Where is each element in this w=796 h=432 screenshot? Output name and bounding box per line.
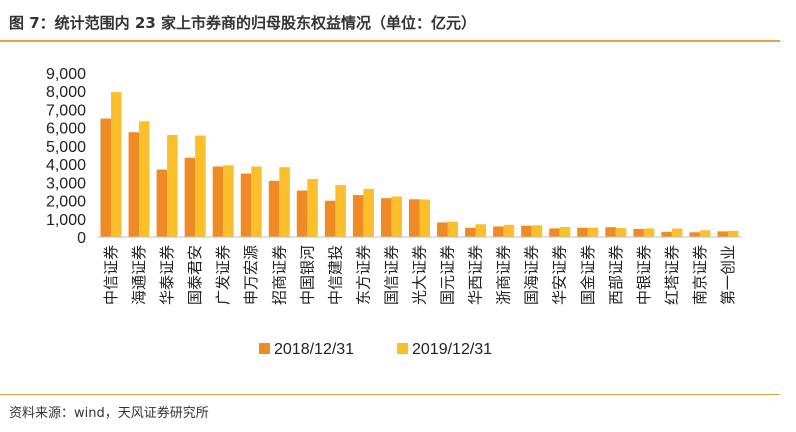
category-label: 中信证券 — [102, 245, 120, 305]
bar-2019-12-31-15 — [531, 225, 543, 237]
bar-2018-12-31-21 — [689, 232, 700, 237]
category-label: 中银证券 — [635, 245, 653, 305]
bar-2018-12-31-3 — [184, 157, 196, 237]
bar-2019-12-31-6 — [279, 167, 290, 237]
category-label: 浙商证券 — [495, 245, 513, 305]
category-label: 国泰君安 — [186, 245, 204, 305]
bar-2018-12-31-14 — [493, 226, 504, 237]
category-label: 国元证券 — [439, 245, 457, 305]
bar-2018-12-31-9 — [352, 195, 364, 237]
bar-2019-12-31-0 — [111, 92, 122, 237]
bar-2019-12-31-12 — [447, 221, 459, 237]
category-label: 第一创业 — [719, 245, 737, 305]
category-label: 中信建投 — [326, 245, 344, 305]
category-label: 中国银河 — [298, 245, 316, 305]
category-label: 海通证券 — [130, 245, 148, 305]
y-tick-label: 5,000 — [46, 139, 86, 156]
legend-label: 2018/12/31 — [274, 341, 354, 358]
title-bar: 图 7：统计范围内 23 家上市券商的归母股东权益情况（单位：亿元） — [0, 0, 780, 42]
bar-2019-12-31-21 — [699, 230, 711, 237]
y-tick-label: 1,000 — [46, 212, 86, 229]
legend-label: 2019/12/31 — [412, 341, 492, 358]
bar-2018-12-31-22 — [717, 231, 728, 237]
bar-2018-12-31-20 — [661, 231, 672, 237]
category-label: 华泰证券 — [158, 245, 176, 305]
category-label: 招商证券 — [270, 245, 288, 305]
category-label: 南京证券 — [691, 245, 709, 305]
bar-2019-12-31-4 — [223, 165, 234, 237]
y-tick-label: 3,000 — [46, 175, 86, 192]
category-label: 华西证券 — [467, 245, 485, 305]
category-label: 西部证券 — [607, 245, 625, 305]
bar-2019-12-31-3 — [195, 135, 206, 237]
bar-2018-12-31-5 — [240, 173, 252, 237]
bar-2018-12-31-7 — [296, 190, 308, 237]
bar-2019-12-31-18 — [615, 228, 627, 237]
y-tick-label: 7,000 — [46, 102, 86, 119]
category-label: 华安证券 — [551, 245, 569, 305]
bar-2018-12-31-4 — [212, 166, 224, 237]
y-tick-label: 4,000 — [46, 157, 86, 174]
bar-2018-12-31-19 — [633, 228, 644, 237]
bar-2019-12-31-13 — [475, 224, 487, 237]
y-tick-label: 2,000 — [46, 194, 86, 211]
bar-2018-12-31-15 — [521, 225, 532, 237]
bar-2018-12-31-2 — [156, 169, 168, 237]
bar-2018-12-31-6 — [268, 180, 280, 237]
source-note: 资料来源：wind，天风证券研究所 — [9, 406, 209, 421]
bar-2018-12-31-8 — [324, 200, 336, 237]
bar-2019-12-31-10 — [391, 196, 402, 237]
legend-swatch — [397, 343, 408, 354]
category-label: 国信证券 — [382, 245, 400, 305]
bar-2019-12-31-22 — [727, 230, 739, 237]
bar-2018-12-31-0 — [100, 118, 112, 237]
category-label: 红塔证券 — [663, 245, 681, 305]
bar-2018-12-31-11 — [409, 199, 420, 237]
category-label: 国海证券 — [523, 245, 541, 305]
bar-2019-12-31-14 — [503, 224, 515, 237]
bar-2019-12-31-1 — [139, 121, 150, 237]
y-tick-label: 9,000 — [46, 66, 86, 83]
bar-2019-12-31-9 — [363, 188, 374, 237]
bar-2018-12-31-13 — [465, 227, 476, 237]
bar-2019-12-31-8 — [335, 185, 346, 237]
bar-2018-12-31-1 — [128, 132, 140, 237]
bar-2018-12-31-16 — [549, 228, 560, 237]
category-label: 光大证券 — [411, 245, 429, 305]
bar-2019-12-31-17 — [587, 227, 599, 237]
bar-2018-12-31-12 — [437, 222, 448, 237]
bar-2019-12-31-11 — [419, 199, 430, 237]
bar-2019-12-31-5 — [251, 166, 262, 237]
bar-2019-12-31-2 — [167, 134, 178, 237]
bar-2018-12-31-17 — [577, 227, 588, 237]
bar-2019-12-31-7 — [307, 179, 318, 237]
source-divider — [0, 394, 780, 395]
bar-2019-12-31-16 — [559, 226, 571, 237]
legend-swatch — [259, 343, 270, 354]
category-label: 广发证券 — [214, 245, 232, 305]
category-label: 申万宏源 — [242, 245, 260, 305]
bar-2018-12-31-18 — [605, 227, 616, 237]
bar-2019-12-31-19 — [643, 228, 655, 237]
y-tick-label: 0 — [77, 230, 86, 247]
bar-2019-12-31-20 — [671, 228, 683, 237]
category-label: 东方证券 — [354, 245, 372, 305]
y-tick-label: 8,000 — [46, 84, 86, 101]
category-label: 国金证券 — [579, 245, 597, 305]
chart-title: 图 7：统计范围内 23 家上市券商的归母股东权益情况（单位：亿元） — [9, 14, 476, 32]
bar-2018-12-31-10 — [380, 198, 392, 237]
y-tick-label: 6,000 — [46, 121, 86, 138]
